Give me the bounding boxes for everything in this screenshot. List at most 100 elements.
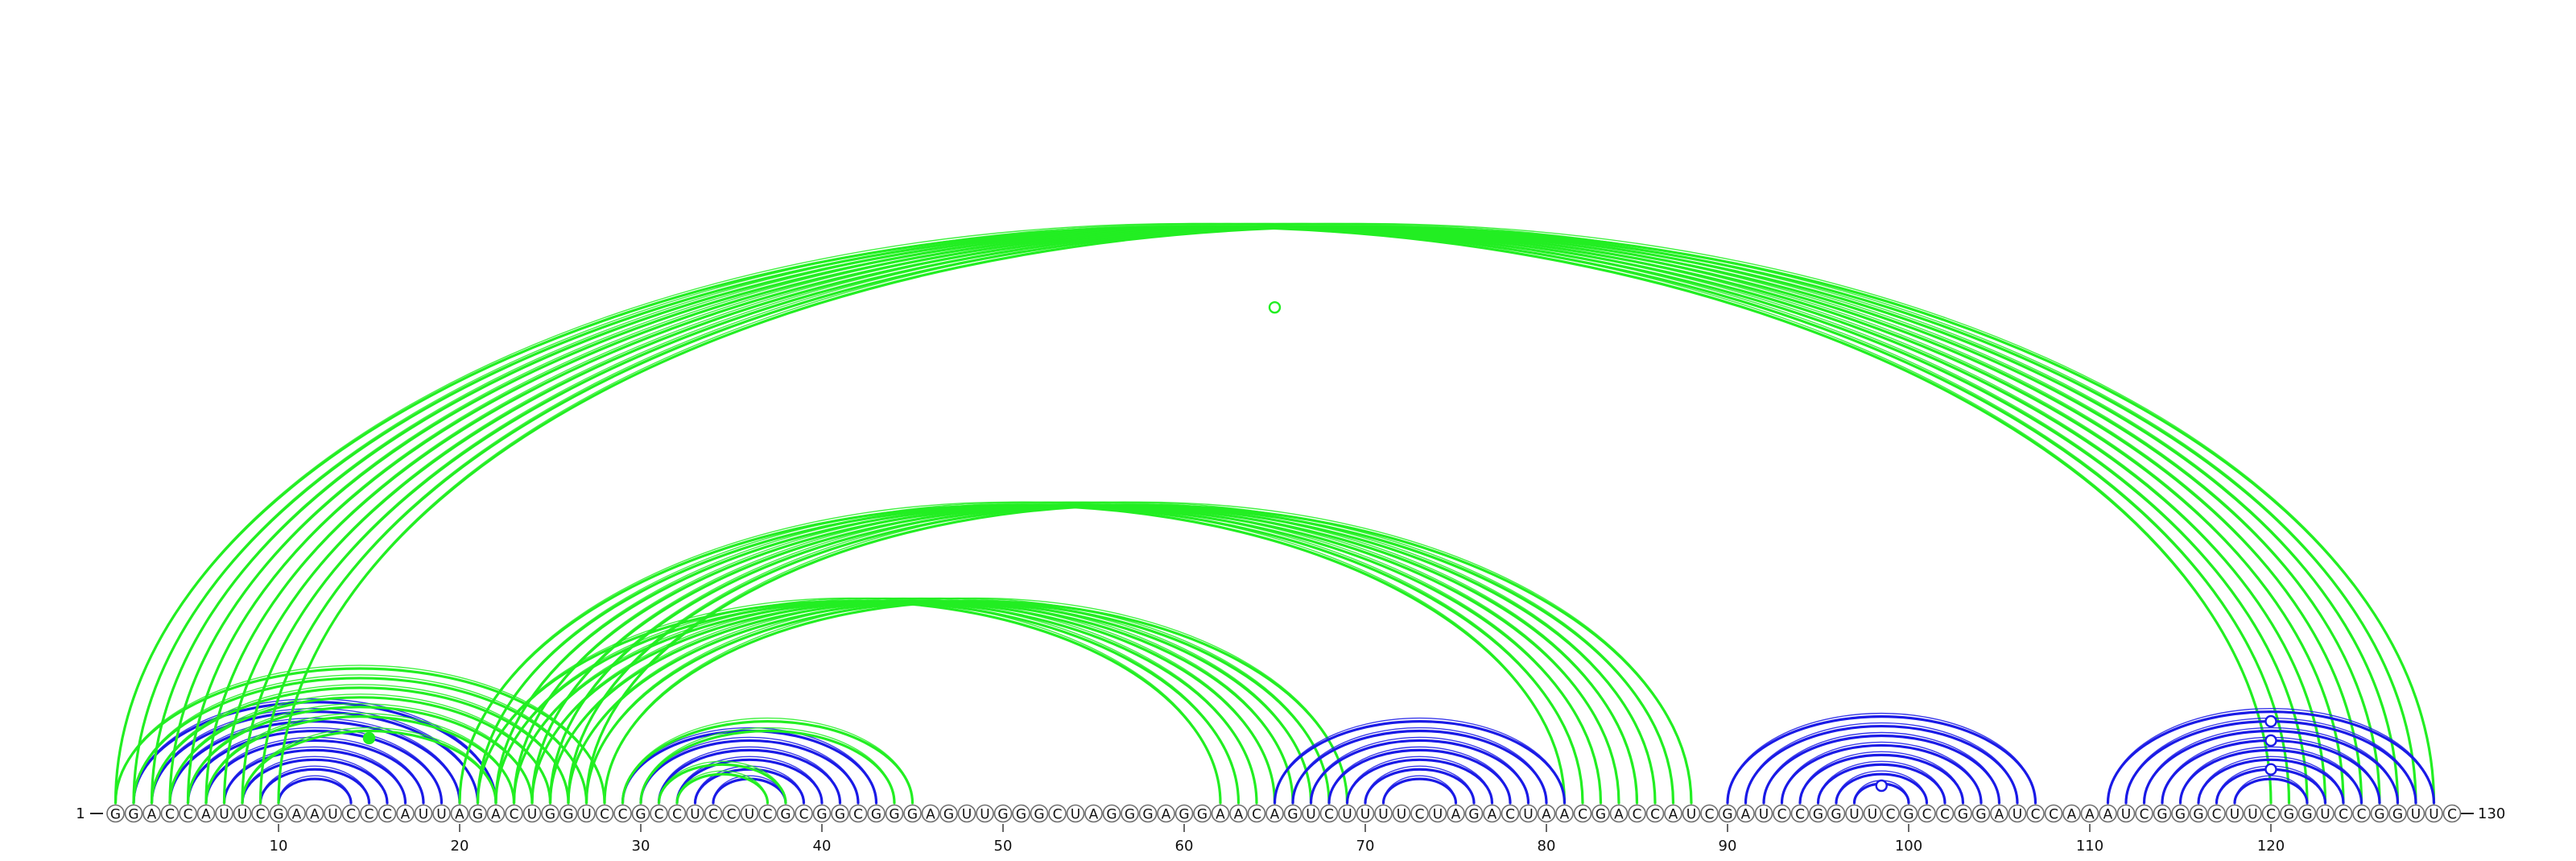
base-pair-arc-outline xyxy=(694,765,805,804)
nucleotide-letter: G xyxy=(473,807,483,823)
position-tick-label: 30 xyxy=(632,838,650,855)
nucleotide-letter: A xyxy=(292,807,302,823)
nucleotide-letter: C xyxy=(1578,807,1587,823)
nucleotide-circle xyxy=(378,804,397,823)
base-pair-arc xyxy=(1816,763,1946,805)
nucleotide-circle xyxy=(1392,804,1411,823)
nucleotide-circle xyxy=(1121,804,1139,823)
nucleotide-letter: G xyxy=(1596,807,1606,823)
nucleotide-letter: U xyxy=(1071,807,1080,823)
nucleotide-letter: A xyxy=(1669,807,1678,823)
position-ticks: 10 20 30 40 50 60 70 80 90 100 110 120 xyxy=(270,824,2285,855)
nucleotide-letter: G xyxy=(1142,807,1153,823)
nucleotide-circle xyxy=(1048,804,1067,823)
nucleotide-circle xyxy=(1537,804,1556,823)
nucleotide-circle xyxy=(2044,804,2063,823)
nucleotide-circle xyxy=(1664,804,1682,823)
nucleotide-circle xyxy=(2425,804,2443,823)
nucleotide-circle xyxy=(1881,804,1900,823)
nucleotide-letter: C xyxy=(2212,807,2222,823)
nucleotide-circle xyxy=(360,804,378,823)
nucleotide-letter: C xyxy=(727,807,737,823)
nucleotide-letter: C xyxy=(600,807,609,823)
base-pair-arc xyxy=(2197,758,2345,805)
nucleotide-circle xyxy=(812,804,832,823)
nucleotide-letter: A xyxy=(2085,807,2095,823)
base-pair-arc xyxy=(241,225,2400,805)
nucleotide-circle xyxy=(2370,804,2389,823)
nucleotide-letter: C xyxy=(708,807,718,823)
nucleotide-circle xyxy=(1754,804,1773,823)
nucleotide-circle xyxy=(1935,804,1955,823)
nucleotide-letter: A xyxy=(310,807,320,823)
position-tick-label: 40 xyxy=(813,838,832,855)
base-pair-arc-outline xyxy=(259,765,370,804)
nucleotide-circle xyxy=(957,804,976,823)
base-pair-arc-outline xyxy=(2143,726,2399,804)
base-pair-arc xyxy=(150,686,570,805)
nucleotide-circle xyxy=(976,804,994,823)
base-pair-arc xyxy=(1798,753,1965,805)
nucleotide-letter: A xyxy=(1451,807,1461,823)
base-pair-arc xyxy=(186,729,444,805)
nucleotide-letter: G xyxy=(1975,807,1986,823)
position-tick-label: 60 xyxy=(1175,838,1194,855)
nucleotide-circle xyxy=(1573,804,1592,823)
base-pair-arc xyxy=(1835,772,1929,805)
nucleotide-circle xyxy=(1918,804,1936,823)
base-pair-arc-outline xyxy=(242,222,2399,804)
nucleotide-circle xyxy=(993,804,1013,823)
nucleotide-circle xyxy=(2135,804,2153,823)
nucleotide-letter: G xyxy=(1958,807,1968,823)
start-index-label: 1 xyxy=(76,805,85,822)
nucleotide-letter: U xyxy=(2320,807,2330,823)
nucleotide-letter: C xyxy=(1053,807,1063,823)
arc-marker xyxy=(1875,779,1888,793)
nucleotide-letter: G xyxy=(110,807,121,823)
nucleotide-circle xyxy=(1899,804,1918,823)
nucleotide-letter: G xyxy=(2392,807,2403,823)
base-pair-arc-outline xyxy=(151,684,569,804)
base-pair-arc-outline xyxy=(187,703,533,804)
nucleotide-letter: G xyxy=(1831,807,1841,823)
arc-marker xyxy=(2264,763,2277,776)
nucleotide-circle xyxy=(1283,804,1302,823)
nucleotide-circle xyxy=(885,804,904,823)
arc-marker xyxy=(1268,300,1282,314)
nucleotide-circle xyxy=(867,804,886,823)
nucleotide-circle xyxy=(686,804,704,823)
base-pair-arc-outline xyxy=(1781,741,1982,804)
nucleotide-letter: G xyxy=(1016,807,1026,823)
nucleotide-letter: A xyxy=(1614,807,1624,823)
nucleotide-letter: C xyxy=(510,807,519,823)
base-pair-arc-outline xyxy=(1763,731,2000,804)
base-pair-arc xyxy=(657,748,842,805)
base-pair-arc-outline xyxy=(658,760,786,804)
nucleotide-letter: U xyxy=(2248,807,2257,823)
nucleotide-letter: C xyxy=(1415,807,1425,823)
base-pair-arc xyxy=(494,599,1241,805)
base-pair-arc xyxy=(258,225,2417,805)
base-pair-arcs xyxy=(114,222,2436,805)
base-pair-arc-outline xyxy=(1346,755,1493,804)
nucleotide-letter: G xyxy=(997,807,1008,823)
nucleotide-letter: C xyxy=(763,807,773,823)
nucleotide-circle xyxy=(2442,804,2462,823)
nucleotide-letter: A xyxy=(1995,807,2004,823)
nucleotide-letter: G xyxy=(2284,807,2294,823)
nucleotide-circle xyxy=(1211,804,1230,823)
base-pair-arc xyxy=(1744,725,2019,805)
base-pair-arc-outline xyxy=(2179,746,2363,804)
nucleotide-letter: U xyxy=(2121,807,2131,823)
base-pair-arc-outline xyxy=(1727,712,2037,804)
nucleotide-letter: U xyxy=(328,807,337,823)
nucleotide-circle xyxy=(667,804,687,823)
nucleotide-circle xyxy=(1012,804,1030,823)
nucleotide-circle xyxy=(1410,804,1429,823)
nucleotide-circle xyxy=(106,804,125,823)
nucleotide-letter: G xyxy=(545,807,555,823)
nucleotide-letter: A xyxy=(1216,807,1225,823)
nucleotide-circle xyxy=(1645,804,1665,823)
nucleotide-circle xyxy=(903,804,922,823)
nucleotide-letter: U xyxy=(1306,807,1315,823)
